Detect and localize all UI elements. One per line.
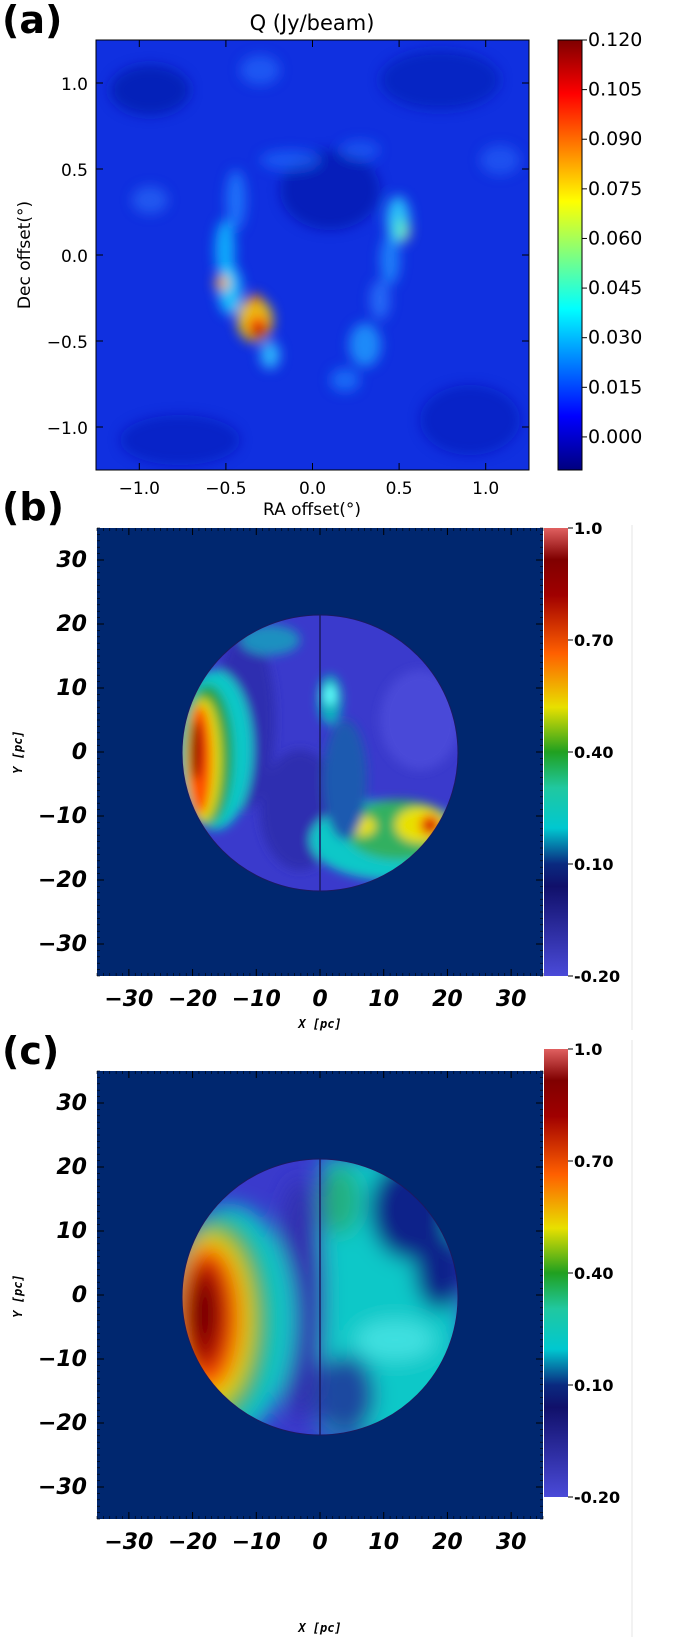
y-tick-label: −30 [38, 932, 87, 957]
colorbar-tick-label: 0.10 [574, 1376, 613, 1395]
x-tick-label: 0 [312, 987, 327, 1012]
panel-b-sphere [182, 615, 458, 891]
panel-b: (b) [2, 485, 633, 1031]
y-tick-label: 0 [72, 740, 87, 765]
panel-b-xlabel: X [pc] [297, 1017, 341, 1031]
colorbar-tick-label: 0.10 [574, 855, 613, 874]
colorbar-tick-label: 0.70 [574, 1152, 613, 1171]
y-tick-label: 20 [56, 1155, 87, 1180]
colorbar-tick-label: 0.075 [588, 178, 642, 200]
y-tick-label: 1.0 [61, 75, 88, 95]
panel-c-colorbar [544, 1049, 568, 1497]
panel-c-sphere [182, 1159, 458, 1435]
colorbar-tick-label: 1.0 [574, 1040, 602, 1059]
panel-c-letter: (c) [2, 1029, 59, 1073]
panel-b-colorbar [544, 528, 568, 976]
x-tick-label: 0.5 [386, 479, 413, 499]
panel-b-ylabel: Y [pc] [11, 730, 25, 773]
y-tick-label: 10 [56, 1219, 87, 1244]
y-tick-label: −10 [38, 804, 87, 829]
y-tick-label: 0.0 [61, 247, 88, 267]
x-tick-label: 20 [432, 1530, 463, 1555]
x-tick-label: −30 [104, 987, 153, 1012]
y-tick-label: −10 [38, 1347, 87, 1372]
panel-a-title: Q (Jy/beam) [250, 11, 375, 35]
x-tick-label: 10 [368, 1530, 399, 1555]
x-tick-label: 0.0 [299, 479, 326, 499]
y-tick-label: 0 [72, 1283, 87, 1308]
panel-a-letter: (a) [2, 0, 62, 42]
y-tick-label: −0.5 [47, 333, 88, 353]
x-tick-label: 20 [432, 987, 463, 1012]
panel-c-colorbar-ticks: 1.0 0.70 0.40 0.10 -0.20 [568, 1040, 620, 1507]
colorbar-tick-label: 0.105 [588, 79, 642, 101]
y-tick-label: −20 [38, 868, 87, 893]
colorbar-tick-label: -0.20 [574, 1488, 620, 1507]
y-tick-label: 30 [56, 1091, 87, 1116]
y-tick-label: −1.0 [47, 419, 88, 439]
x-tick-label: 10 [368, 987, 399, 1012]
colorbar-tick-label: -0.20 [574, 967, 620, 986]
y-tick-label: 0.5 [61, 161, 88, 181]
x-tick-label: −1.0 [119, 479, 160, 499]
panel-a-xlabel: RA offset(°) [263, 500, 361, 520]
panel-c-ylabel: Y [pc] [11, 1274, 25, 1317]
x-tick-label: 30 [496, 1530, 527, 1555]
panel-a-ylabel: Dec offset(°) [15, 201, 35, 309]
colorbar-tick-label: 0.000 [588, 426, 642, 448]
panel-b-axes: −30 −20 −10 0 10 20 30 30 20 10 0 −10 −20 −30 [38, 527, 544, 1012]
x-tick-label: −20 [168, 1530, 217, 1555]
colorbar-tick-label: 0.045 [588, 277, 642, 299]
x-tick-label: 0 [312, 1530, 327, 1555]
x-tick-label: 30 [496, 987, 527, 1012]
y-tick-label: −20 [38, 1411, 87, 1436]
panel-a-heatmap [96, 40, 529, 470]
panel-c: (c) −30 −20 −10 0 10 20 30 30 20 10 [2, 1029, 633, 1637]
x-tick-label: −20 [168, 987, 217, 1012]
colorbar-tick-label: 0.030 [588, 327, 642, 349]
colorbar-tick-label: 0.120 [588, 29, 642, 51]
colorbar-tick-label: 0.090 [588, 128, 642, 150]
y-tick-label: −30 [38, 1475, 87, 1500]
colorbar-tick-label: 0.015 [588, 376, 642, 398]
x-tick-label: −10 [232, 1530, 281, 1555]
x-tick-label: −0.5 [205, 479, 246, 499]
x-tick-label: 1.0 [472, 479, 499, 499]
panel-a-colorbar-ticks: 0.120 0.105 0.090 0.075 0.060 0.045 0.030 0.015… [582, 29, 642, 448]
panel-a-colorbar [557, 39, 583, 471]
panel-a: (a) Q (Jy/beam) [2, 0, 642, 520]
colorbar-tick-label: 0.40 [574, 743, 613, 762]
y-tick-label: 30 [56, 548, 87, 573]
y-tick-label: 20 [56, 612, 87, 637]
panel-c-xlabel: X [pc] [297, 1621, 341, 1635]
x-tick-label: −10 [232, 987, 281, 1012]
panel-a-axes: −1.0 −0.5 0.0 0.5 1.0 1.0 0.5 0.0 −0.5 −1.0 [47, 40, 529, 499]
x-tick-label: −30 [104, 1530, 153, 1555]
y-tick-label: 10 [56, 676, 87, 701]
colorbar-tick-label: 1.0 [574, 519, 602, 538]
colorbar-tick-label: 0.060 [588, 227, 642, 249]
panel-c-axes: −30 −20 −10 0 10 20 30 30 20 10 0 −10 −20 −30 [38, 1070, 544, 1555]
panel-b-letter: (b) [2, 485, 64, 529]
panel-b-colorbar-ticks: 1.0 0.70 0.40 0.10 -0.20 [568, 519, 620, 986]
colorbar-tick-label: 0.70 [574, 631, 613, 650]
colorbar-tick-label: 0.40 [574, 1264, 613, 1283]
